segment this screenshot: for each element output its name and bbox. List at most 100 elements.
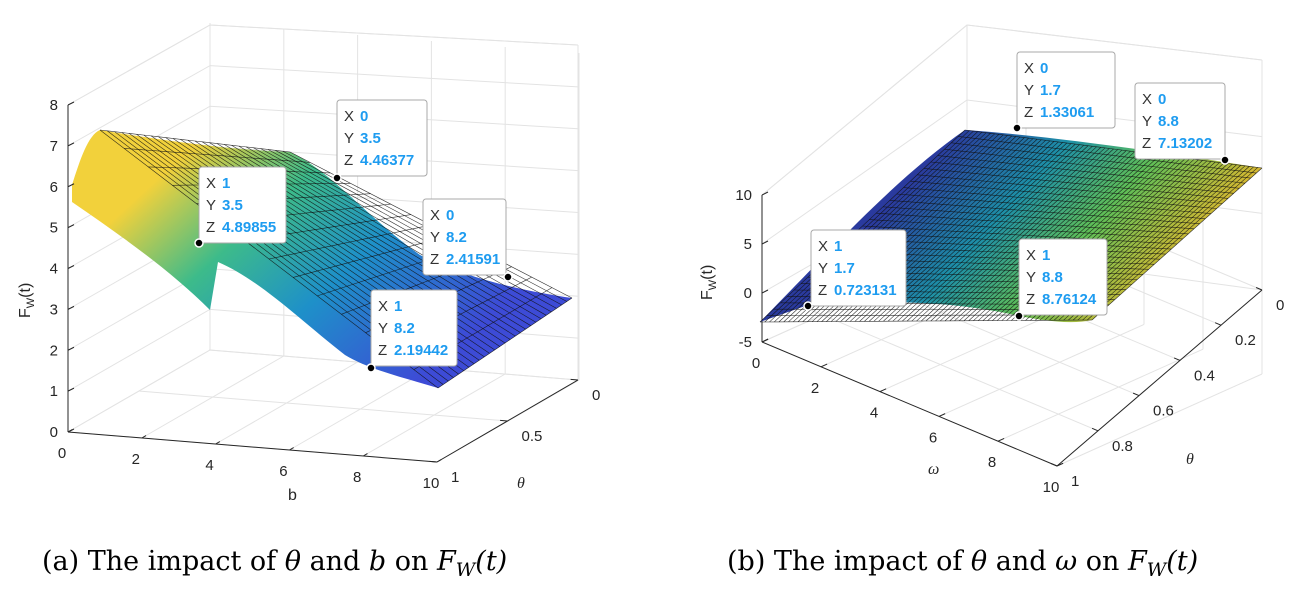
chart-b-z-ticks: -5 0 5 10 (735, 187, 769, 351)
chart-b-z-tick-label: 5 (744, 236, 752, 253)
datatip-key: Z (430, 251, 439, 268)
datatip-marker[interactable] (1014, 311, 1024, 321)
chart-b-x-tick-label: 4 (870, 405, 878, 422)
datatip-box (1016, 51, 1116, 129)
chart-a-x-tick-label: 4 (205, 457, 213, 474)
datatip[interactable]: X 0Y 8.2 Z 2.41591 (422, 198, 513, 282)
chart-b-x-label: ω (928, 461, 939, 478)
datatip-key: X (378, 298, 388, 315)
datatip-marker[interactable] (332, 173, 342, 183)
datatip-box (1134, 82, 1226, 160)
datatip[interactable]: X 0Y 3.5 Z 4.46377 (332, 99, 428, 183)
chart-b-z-label: FW(t) (699, 265, 719, 300)
datatip-marker[interactable] (1220, 155, 1230, 165)
chart-a-y-tick-label: 0.5 (522, 428, 543, 445)
datatip-key: Z (378, 342, 387, 359)
datatip-value: 3.5 (222, 197, 243, 214)
chart-b-y-label: θ (1186, 451, 1194, 468)
chart-a-z-tick-label: 8 (50, 97, 58, 114)
datatip-value: 0 (1040, 60, 1048, 77)
chart-a-y-tick-label: 0 (592, 387, 600, 404)
datatip-value: 0 (360, 108, 368, 125)
datatip-key: Y (1026, 269, 1036, 286)
chart-b-x-ticks: 0 2 4 6 8 10 (752, 338, 1064, 496)
datatip-value: 1 (1042, 247, 1050, 264)
datatip-box (1018, 238, 1108, 316)
chart-a-z-tick-label: 1 (50, 383, 58, 400)
datatip-key: X (1026, 247, 1036, 264)
datatip-value: 4.89855 (222, 219, 276, 236)
chart-a-z-tick-label: 7 (50, 138, 58, 155)
datatip-key: Z (344, 152, 353, 169)
datatip-key: X (206, 175, 216, 192)
datatip-value: 1 (394, 298, 402, 315)
datatip-key: Z (206, 219, 215, 236)
chart-b-y-tick-label: 0.8 (1112, 438, 1133, 455)
chart-a-z-tick-label: 3 (50, 301, 58, 318)
datatip-box (422, 198, 507, 276)
chart-b-x-tick-label: 8 (988, 454, 996, 471)
chart-b-x-tick-label: 10 (1043, 479, 1060, 496)
chart-a-z-tick-label: 2 (50, 342, 58, 359)
chart-a-y-label: θ (517, 475, 525, 492)
chart-a-z-tick-label: 5 (50, 220, 58, 237)
chart-b-y-tick-label: 0.2 (1235, 332, 1256, 349)
datatip[interactable]: X 1Y 8.2 Z 2.19442 (366, 289, 458, 373)
datatip-box (810, 229, 907, 307)
chart-a-x-tick-label: 10 (423, 475, 440, 492)
chart-a-x-label: b (288, 487, 297, 504)
datatip[interactable]: X 0Y 8.8 Z 7.13202 (1134, 82, 1230, 165)
datatip[interactable]: X 1Y 3.5 Z 4.89855 (194, 166, 287, 248)
chart-a-z-label: FW(t) (17, 283, 37, 318)
datatip-key: Y (378, 320, 388, 337)
datatip-marker[interactable] (803, 301, 813, 311)
chart-b-y-tick-label: 0.4 (1194, 367, 1215, 384)
datatip-key: Y (1024, 82, 1034, 99)
chart-b-axes (761, 195, 1263, 467)
chart-b-x-tick-label: 2 (811, 380, 819, 397)
datatip-key: X (1142, 91, 1152, 108)
chart-b-y-ticks: 0 0.2 0.4 0.6 0.8 1 (1050, 287, 1284, 490)
datatip-box (198, 166, 287, 244)
chart-b-x-tick-label: 0 (752, 355, 760, 372)
datatip-value: 2.41591 (446, 251, 500, 268)
datatip-value: 8.8 (1042, 269, 1063, 286)
chart-b-caption: (b) The impact of θ and ω on FW(t) (727, 546, 1198, 581)
datatip[interactable]: X 1Y 1.7 Z 0.723131 (803, 229, 907, 311)
datatip-key: Y (206, 197, 216, 214)
datatip-key: X (430, 207, 440, 224)
chart-a-z-ticks: 0 1 2 3 4 5 6 7 8 (50, 97, 75, 441)
datatip-value: 1 (222, 175, 230, 192)
chart-b-y-tick-label: 0.6 (1153, 403, 1174, 420)
datatip-key: Y (818, 260, 828, 277)
datatip-value: 0.723131 (834, 282, 897, 299)
datatip-value: 7.13202 (1158, 135, 1212, 152)
datatip-marker[interactable] (503, 272, 513, 282)
chart-b-y-tick-label: 0 (1276, 297, 1284, 314)
chart-a-z-tick-label: 0 (50, 424, 58, 441)
datatip-marker[interactable] (194, 238, 204, 248)
chart-a-x-tick-label: 2 (132, 451, 140, 468)
chart-a-x-ticks: 0 2 4 6 8 10 (58, 429, 442, 492)
datatip-key: Z (1026, 291, 1035, 308)
datatip-value: 8.2 (394, 320, 415, 337)
datatip-value: 4.46377 (360, 152, 414, 169)
chart-b-z-tick-label: 10 (735, 187, 752, 204)
chart-b-z-tick-label: -5 (739, 334, 752, 351)
datatip-marker[interactable] (1012, 123, 1022, 133)
datatip[interactable]: X 0Y 1.7 Z 1.33061 (1012, 51, 1116, 133)
datatip-value: 0 (446, 207, 454, 224)
datatip-key: Z (1024, 104, 1033, 121)
datatip-key: X (818, 238, 828, 255)
datatip[interactable]: X 1Y 8.8 Z 8.76124 (1014, 238, 1108, 321)
datatip-key: Y (430, 229, 440, 246)
datatip-value: 8.76124 (1042, 291, 1097, 308)
chart-a-x-tick-label: 8 (353, 469, 361, 486)
chart-a-y-ticks: 00.51 (429, 378, 600, 486)
datatip-key: X (344, 108, 354, 125)
datatip-marker[interactable] (366, 363, 376, 373)
